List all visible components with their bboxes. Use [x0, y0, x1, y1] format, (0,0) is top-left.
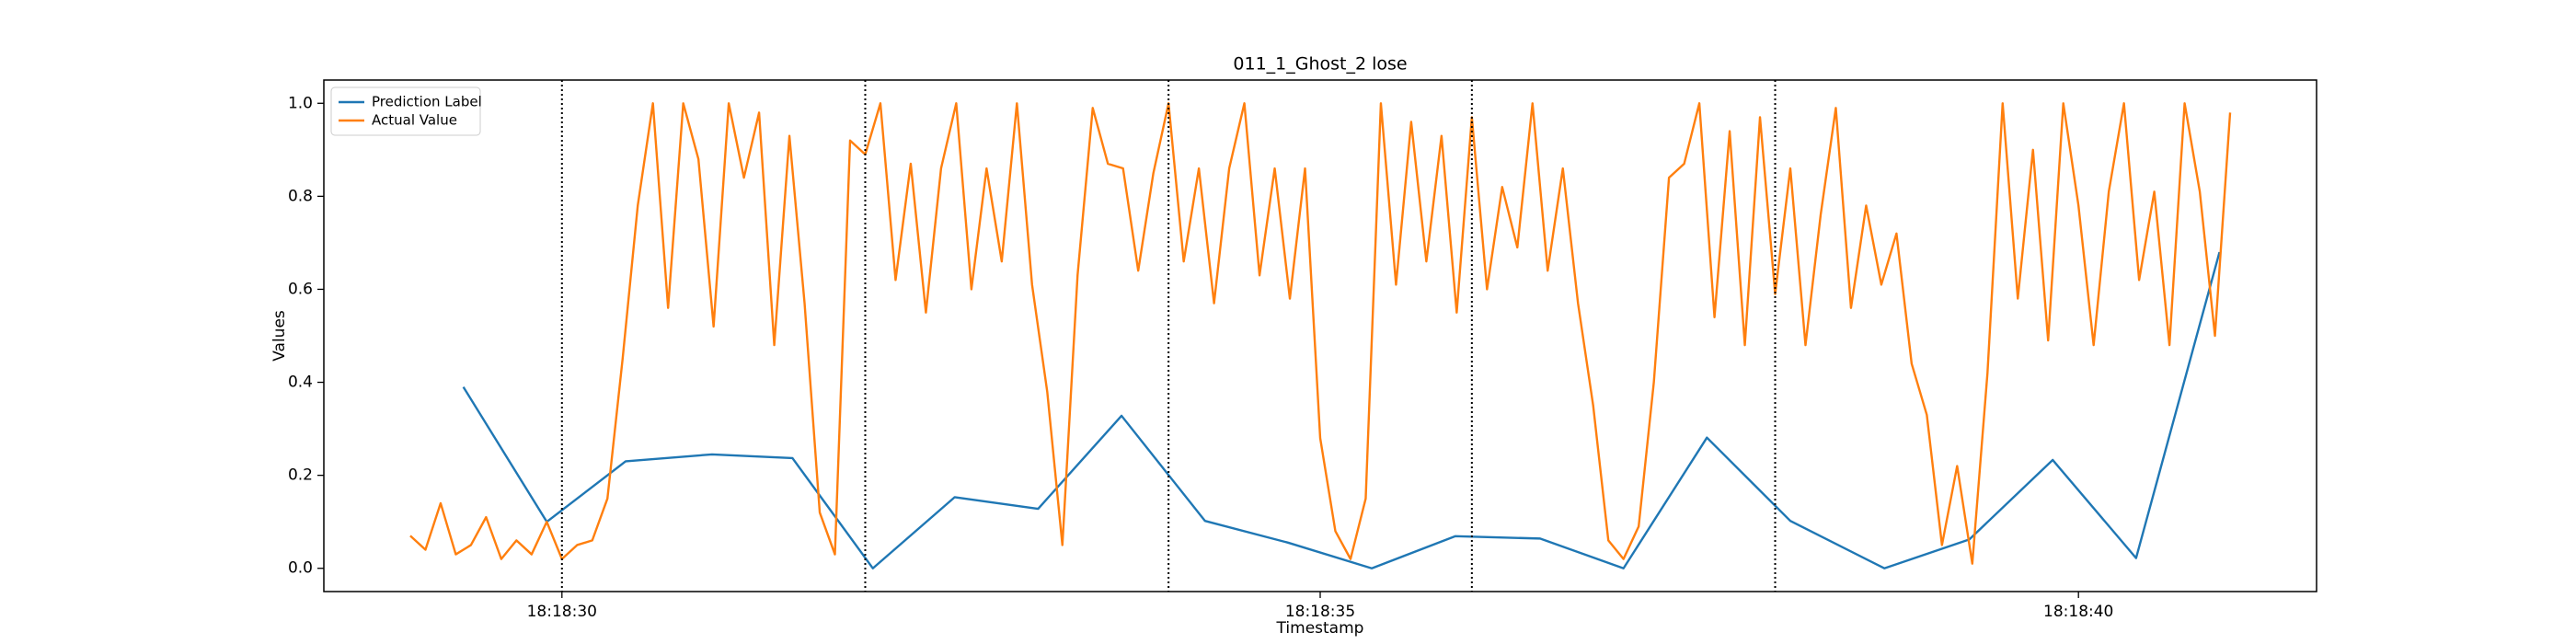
plot-frame: [323, 79, 2317, 592]
series-line: [409, 102, 2232, 565]
series-line: [462, 251, 2221, 569]
y-tick-label: 0.0: [288, 559, 313, 578]
legend-label: Prediction Label: [372, 94, 482, 110]
y-tick-label: 0.4: [288, 374, 313, 392]
x-tick-label: 18:18:35: [1285, 603, 1355, 621]
x-tick-label: 18:18:40: [2043, 603, 2113, 621]
chart-title: 011_1_Ghost_2 lose: [1233, 54, 1407, 75]
y-axis-label: Values: [270, 310, 289, 362]
y-tick-label: 0.6: [288, 280, 313, 298]
y-tick-label: 0.2: [288, 466, 313, 485]
x-axis-label: Timestamp: [1276, 619, 1364, 638]
legend-box: [330, 86, 481, 136]
legend-label: Actual Value: [372, 112, 457, 129]
x-tick-label: 18:18:30: [527, 603, 597, 621]
y-tick-label: 1.0: [288, 94, 313, 112]
y-tick-label: 0.8: [288, 187, 313, 205]
